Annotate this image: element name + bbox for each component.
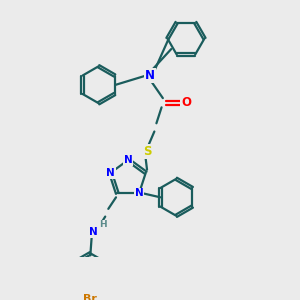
Text: H: H: [99, 220, 106, 229]
Text: N: N: [135, 188, 143, 199]
Text: O: O: [181, 96, 191, 109]
Text: N: N: [145, 69, 155, 82]
Text: N: N: [88, 227, 97, 237]
Text: S: S: [143, 145, 152, 158]
Text: Br: Br: [83, 294, 97, 300]
Text: N: N: [124, 155, 133, 165]
Text: N: N: [106, 168, 115, 178]
